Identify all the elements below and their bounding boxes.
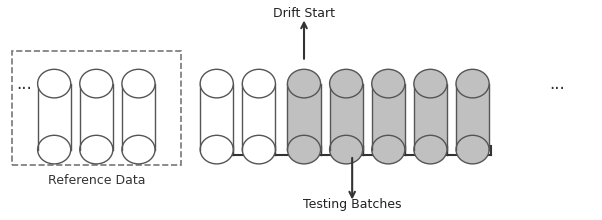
Ellipse shape: [371, 69, 405, 98]
Ellipse shape: [287, 135, 320, 164]
Ellipse shape: [329, 135, 362, 164]
Bar: [12, 51, 181, 165]
Ellipse shape: [414, 135, 447, 164]
Ellipse shape: [200, 69, 233, 98]
Polygon shape: [37, 84, 70, 150]
Polygon shape: [287, 84, 320, 150]
Ellipse shape: [414, 69, 447, 98]
Ellipse shape: [37, 69, 70, 98]
Polygon shape: [242, 84, 275, 150]
Polygon shape: [329, 84, 362, 150]
Ellipse shape: [242, 135, 275, 164]
Ellipse shape: [200, 135, 233, 164]
Polygon shape: [79, 84, 113, 150]
Ellipse shape: [79, 135, 113, 164]
Text: ...: ...: [549, 75, 565, 93]
Ellipse shape: [122, 69, 155, 98]
Text: Drift Start: Drift Start: [273, 7, 335, 20]
Polygon shape: [371, 84, 405, 150]
Ellipse shape: [329, 69, 362, 98]
Polygon shape: [122, 84, 155, 150]
Text: ...: ...: [16, 75, 32, 93]
Text: Reference Data: Reference Data: [48, 174, 145, 187]
Polygon shape: [456, 84, 489, 150]
Ellipse shape: [242, 69, 275, 98]
Polygon shape: [200, 84, 233, 150]
Ellipse shape: [122, 135, 155, 164]
Ellipse shape: [37, 135, 70, 164]
Polygon shape: [414, 84, 447, 150]
Ellipse shape: [456, 135, 489, 164]
Text: Testing Batches: Testing Batches: [303, 198, 402, 211]
Ellipse shape: [79, 69, 113, 98]
Ellipse shape: [287, 69, 320, 98]
Ellipse shape: [456, 69, 489, 98]
Ellipse shape: [371, 135, 405, 164]
